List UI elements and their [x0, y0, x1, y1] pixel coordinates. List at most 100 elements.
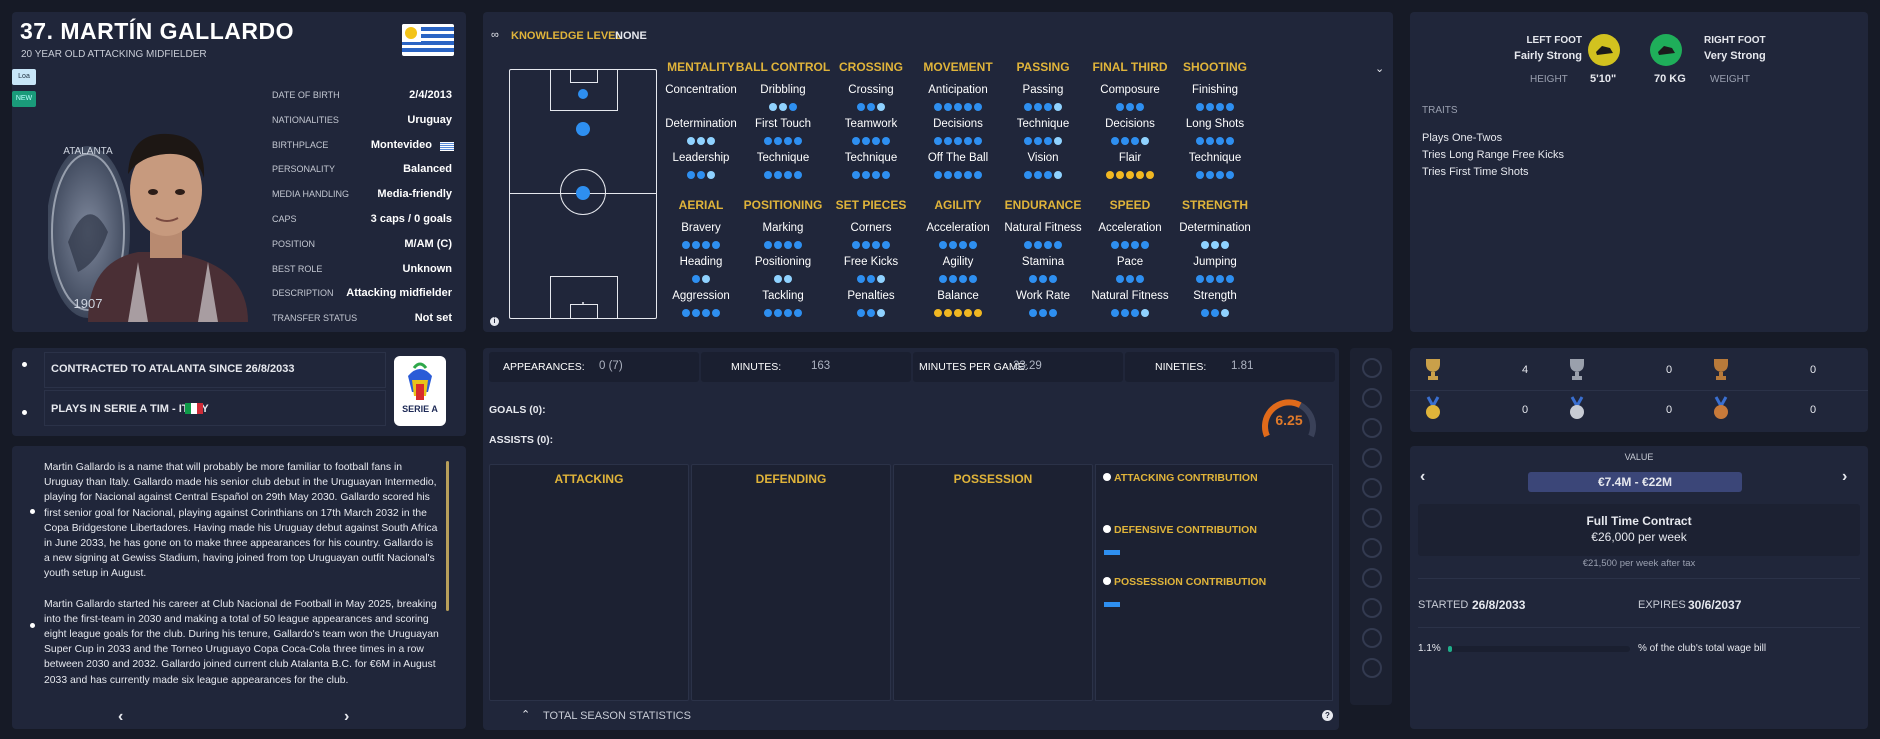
attribute-name[interactable]: Composure	[1100, 84, 1160, 96]
rail-icon[interactable]	[1362, 388, 1382, 408]
info-value: Media-friendly	[377, 188, 452, 201]
attribute-dot	[877, 103, 885, 111]
help-icon[interactable]: ?	[1322, 710, 1333, 721]
bio-prev-button[interactable]: ‹	[118, 708, 124, 725]
mpg-box: MINUTES PER GAME: 23.29	[913, 352, 1123, 382]
attribute-name[interactable]: Acceleration	[1098, 222, 1162, 234]
attribute-name[interactable]: Technique	[1188, 152, 1242, 164]
rail-icon[interactable]	[1362, 418, 1382, 438]
attribute-name[interactable]: Corners	[850, 222, 892, 234]
attribute-name[interactable]: First Touch	[754, 118, 812, 130]
attribute-name[interactable]: Long Shots	[1185, 118, 1245, 130]
bio-scrollbar[interactable]	[446, 461, 449, 611]
value-prev-button[interactable]: ‹	[1420, 468, 1426, 485]
attribute-dot	[934, 309, 942, 317]
attribute-name[interactable]: Natural Fitness	[1091, 290, 1169, 302]
attribute-dot	[1121, 137, 1129, 145]
attribute-dot	[1049, 309, 1057, 317]
attribute-name[interactable]: Determination	[665, 118, 737, 130]
attribute-group-header: ENDURANCE	[1004, 198, 1082, 212]
chevron-up-icon[interactable]: ⌃	[521, 709, 531, 721]
attribute-name[interactable]: Work Rate	[1015, 290, 1071, 302]
attribute-group-header: SET PIECES	[835, 198, 907, 212]
attribute-name[interactable]: Marking	[762, 222, 804, 234]
attribute-name[interactable]: Strength	[1193, 290, 1237, 302]
attribute-dot	[1044, 171, 1052, 179]
attribute-name[interactable]: Dribbling	[760, 84, 806, 96]
rail-icon[interactable]	[1362, 508, 1382, 528]
attribute-name[interactable]: Decisions	[933, 118, 983, 130]
new-badge[interactable]: NEW	[12, 91, 36, 107]
attribute-dot	[712, 241, 720, 249]
attribute-dot	[794, 137, 802, 145]
attribute-name[interactable]: Penalties	[847, 290, 895, 302]
attribute-name[interactable]: Crossing	[848, 84, 894, 96]
info-icon[interactable]	[1103, 525, 1111, 533]
attribute-group-header: POSITIONING	[743, 198, 823, 212]
attribute-name[interactable]: Stamina	[1021, 256, 1065, 268]
attribute-name[interactable]: Vision	[1027, 152, 1059, 164]
appearances-box: APPEARANCES: 0 (7)	[489, 352, 699, 382]
attribute-name[interactable]: Positioning	[754, 256, 812, 268]
info-icon[interactable]: i	[490, 317, 499, 326]
binoculars-icon: ∞	[491, 29, 499, 41]
rail-icon[interactable]	[1362, 478, 1382, 498]
attribute-dot	[784, 309, 792, 317]
bio-next-button[interactable]: ›	[344, 708, 350, 725]
serie-a-logo[interactable]: SERIE A	[394, 356, 446, 426]
attribute-name[interactable]: Passing	[1022, 84, 1064, 96]
rail-icon[interactable]	[1362, 448, 1382, 468]
rail-icon[interactable]	[1362, 538, 1382, 558]
attribute-name[interactable]: Anticipation	[928, 84, 988, 96]
attribute-name[interactable]: Teamwork	[844, 118, 898, 130]
attribute-rating-dots	[993, 100, 1093, 118]
attribute-name[interactable]: Off The Ball	[927, 152, 989, 164]
attribute-dot	[974, 309, 982, 317]
attribute-name[interactable]: Leadership	[672, 152, 730, 164]
attribute-name[interactable]: Technique	[1016, 118, 1070, 130]
attribute-name[interactable]: Finishing	[1191, 84, 1239, 96]
attribute-name[interactable]: Heading	[679, 256, 723, 268]
total-season-stats-toggle[interactable]: TOTAL SEASON STATISTICS	[543, 710, 691, 722]
attribute-name[interactable]: Bravery	[681, 222, 721, 234]
attribute-name[interactable]: Agility	[942, 256, 974, 268]
attribute-name[interactable]: Natural Fitness	[1004, 222, 1082, 234]
attribute-name[interactable]: Concentration	[665, 84, 737, 96]
started-label: STARTED	[1418, 599, 1469, 611]
attribute-name[interactable]: Jumping	[1193, 256, 1237, 268]
attribute-dot	[1221, 309, 1229, 317]
attribute-rating-dots	[908, 100, 1008, 118]
attribute-name[interactable]: Acceleration	[926, 222, 990, 234]
attribute-name[interactable]: Decisions	[1105, 118, 1155, 130]
attribute-name[interactable]: Free Kicks	[843, 256, 899, 268]
attribute-name[interactable]: Tackling	[762, 290, 804, 302]
attribute-name[interactable]: Aggression	[672, 290, 730, 302]
attribute-name[interactable]: Pace	[1116, 256, 1144, 268]
rail-icon[interactable]	[1362, 658, 1382, 678]
attribute-dot	[1196, 275, 1204, 283]
attribute-name[interactable]: Technique	[756, 152, 810, 164]
chevron-down-icon[interactable]: ⌄	[1375, 63, 1385, 75]
attribute-rating-dots	[821, 134, 921, 152]
attribute-name[interactable]: Balance	[937, 290, 979, 302]
info-icon[interactable]	[1103, 473, 1111, 481]
attribute-dot	[712, 309, 720, 317]
attribute-dot	[1206, 171, 1214, 179]
rail-icon[interactable]	[1362, 568, 1382, 588]
position-dot-am	[578, 89, 588, 99]
loan-badge[interactable]: Loa	[12, 69, 36, 85]
info-key: MEDIA HANDLING	[272, 189, 350, 200]
attribute-name[interactable]: Flair	[1118, 152, 1142, 164]
attribute-dot	[1131, 137, 1139, 145]
rail-icon[interactable]	[1362, 628, 1382, 648]
attribute-dot	[697, 171, 705, 179]
attributes-panel: ∞ KNOWLEDGE LEVEL NONE i ⌄ MENTALITY Conc…	[483, 12, 1393, 332]
rail-icon[interactable]	[1362, 598, 1382, 618]
attribute-dot	[1131, 241, 1139, 249]
attribute-name[interactable]: Determination	[1179, 222, 1251, 234]
attribute-dot	[969, 275, 977, 283]
attribute-name[interactable]: Technique	[844, 152, 898, 164]
info-icon[interactable]	[1103, 577, 1111, 585]
value-next-button[interactable]: ›	[1842, 468, 1848, 485]
rail-icon[interactable]	[1362, 358, 1382, 378]
